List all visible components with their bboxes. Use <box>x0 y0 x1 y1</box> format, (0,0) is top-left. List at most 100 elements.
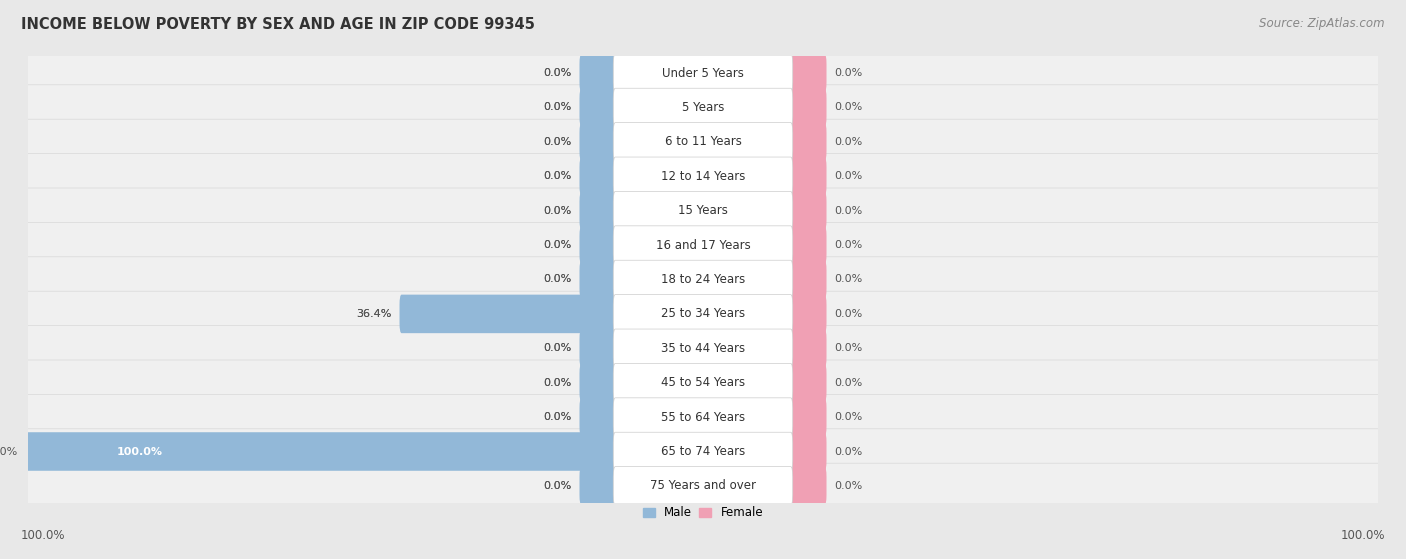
FancyBboxPatch shape <box>399 295 617 333</box>
FancyBboxPatch shape <box>579 191 617 230</box>
FancyBboxPatch shape <box>579 54 617 92</box>
FancyBboxPatch shape <box>789 191 827 230</box>
Text: 35 to 44 Years: 35 to 44 Years <box>661 342 745 355</box>
FancyBboxPatch shape <box>789 363 827 402</box>
Text: 0.0%: 0.0% <box>835 343 863 353</box>
Text: 0.0%: 0.0% <box>835 481 863 491</box>
Text: 0.0%: 0.0% <box>835 171 863 181</box>
Text: 65 to 74 Years: 65 to 74 Years <box>661 445 745 458</box>
FancyBboxPatch shape <box>579 467 617 505</box>
Text: 0.0%: 0.0% <box>543 343 571 353</box>
Text: Under 5 Years: Under 5 Years <box>662 67 744 79</box>
Text: 0.0%: 0.0% <box>543 240 571 250</box>
Text: 0.0%: 0.0% <box>543 343 571 353</box>
FancyBboxPatch shape <box>579 226 617 264</box>
Text: 0.0%: 0.0% <box>543 481 571 491</box>
FancyBboxPatch shape <box>579 260 617 299</box>
Text: 0.0%: 0.0% <box>543 137 571 147</box>
Text: 0.0%: 0.0% <box>543 274 571 285</box>
Text: 55 to 64 Years: 55 to 64 Years <box>661 411 745 424</box>
Text: 0.0%: 0.0% <box>543 378 571 388</box>
Text: 0.0%: 0.0% <box>543 171 571 181</box>
Text: 0.0%: 0.0% <box>835 240 863 250</box>
FancyBboxPatch shape <box>789 329 827 368</box>
FancyBboxPatch shape <box>27 85 1379 130</box>
FancyBboxPatch shape <box>789 122 827 161</box>
FancyBboxPatch shape <box>579 122 617 161</box>
FancyBboxPatch shape <box>789 398 827 437</box>
FancyBboxPatch shape <box>613 157 793 196</box>
FancyBboxPatch shape <box>613 54 793 92</box>
Text: 0.0%: 0.0% <box>543 137 571 147</box>
Text: 0.0%: 0.0% <box>543 378 571 388</box>
FancyBboxPatch shape <box>27 154 1379 199</box>
Text: 12 to 14 Years: 12 to 14 Years <box>661 170 745 183</box>
Text: 100.0%: 100.0% <box>21 529 66 542</box>
FancyBboxPatch shape <box>789 260 827 299</box>
Text: 15 Years: 15 Years <box>678 204 728 217</box>
Text: 0.0%: 0.0% <box>835 206 863 216</box>
FancyBboxPatch shape <box>613 260 793 299</box>
FancyBboxPatch shape <box>27 395 1379 440</box>
FancyBboxPatch shape <box>789 432 827 471</box>
FancyBboxPatch shape <box>579 329 617 368</box>
Text: 36.4%: 36.4% <box>356 309 391 319</box>
FancyBboxPatch shape <box>613 363 793 402</box>
Text: 0.0%: 0.0% <box>543 171 571 181</box>
Text: INCOME BELOW POVERTY BY SEX AND AGE IN ZIP CODE 99345: INCOME BELOW POVERTY BY SEX AND AGE IN Z… <box>21 17 534 32</box>
Text: 0.0%: 0.0% <box>543 274 571 285</box>
Text: 0.0%: 0.0% <box>835 447 863 457</box>
Text: 0.0%: 0.0% <box>543 102 571 112</box>
FancyBboxPatch shape <box>579 88 617 127</box>
Text: 0.0%: 0.0% <box>543 68 571 78</box>
Text: 75 Years and over: 75 Years and over <box>650 480 756 492</box>
Text: 5 Years: 5 Years <box>682 101 724 114</box>
FancyBboxPatch shape <box>27 429 1379 474</box>
FancyBboxPatch shape <box>579 157 617 196</box>
Text: 0.0%: 0.0% <box>543 206 571 216</box>
FancyBboxPatch shape <box>613 329 793 368</box>
FancyBboxPatch shape <box>613 122 793 161</box>
Text: 6 to 11 Years: 6 to 11 Years <box>665 135 741 148</box>
Text: 36.4%: 36.4% <box>356 309 391 319</box>
FancyBboxPatch shape <box>27 360 1379 405</box>
Text: 0.0%: 0.0% <box>835 102 863 112</box>
FancyBboxPatch shape <box>579 398 617 437</box>
FancyBboxPatch shape <box>27 222 1379 268</box>
FancyBboxPatch shape <box>27 463 1379 509</box>
FancyBboxPatch shape <box>613 432 793 471</box>
FancyBboxPatch shape <box>613 226 793 264</box>
Text: 100.0%: 100.0% <box>117 447 162 457</box>
Text: 0.0%: 0.0% <box>835 309 863 319</box>
Text: 0.0%: 0.0% <box>835 412 863 422</box>
FancyBboxPatch shape <box>27 188 1379 234</box>
FancyBboxPatch shape <box>613 295 793 333</box>
Text: 16 and 17 Years: 16 and 17 Years <box>655 239 751 252</box>
FancyBboxPatch shape <box>613 191 793 230</box>
Legend: Male, Female: Male, Female <box>638 501 768 524</box>
Text: 0.0%: 0.0% <box>543 206 571 216</box>
FancyBboxPatch shape <box>789 54 827 92</box>
FancyBboxPatch shape <box>579 363 617 402</box>
FancyBboxPatch shape <box>613 398 793 437</box>
Text: 25 to 34 Years: 25 to 34 Years <box>661 307 745 320</box>
FancyBboxPatch shape <box>789 157 827 196</box>
FancyBboxPatch shape <box>27 325 1379 371</box>
Text: 0.0%: 0.0% <box>543 102 571 112</box>
Text: 0.0%: 0.0% <box>835 378 863 388</box>
FancyBboxPatch shape <box>789 295 827 333</box>
Text: 45 to 54 Years: 45 to 54 Years <box>661 376 745 389</box>
FancyBboxPatch shape <box>27 432 617 471</box>
FancyBboxPatch shape <box>789 88 827 127</box>
Text: 100.0%: 100.0% <box>1340 529 1385 542</box>
Text: 100.0%: 100.0% <box>0 447 18 457</box>
Text: 18 to 24 Years: 18 to 24 Years <box>661 273 745 286</box>
FancyBboxPatch shape <box>789 467 827 505</box>
FancyBboxPatch shape <box>27 291 1379 337</box>
Text: 0.0%: 0.0% <box>543 412 571 422</box>
FancyBboxPatch shape <box>789 226 827 264</box>
Text: 0.0%: 0.0% <box>543 412 571 422</box>
Text: 0.0%: 0.0% <box>543 68 571 78</box>
FancyBboxPatch shape <box>27 50 1379 96</box>
Text: 0.0%: 0.0% <box>543 240 571 250</box>
